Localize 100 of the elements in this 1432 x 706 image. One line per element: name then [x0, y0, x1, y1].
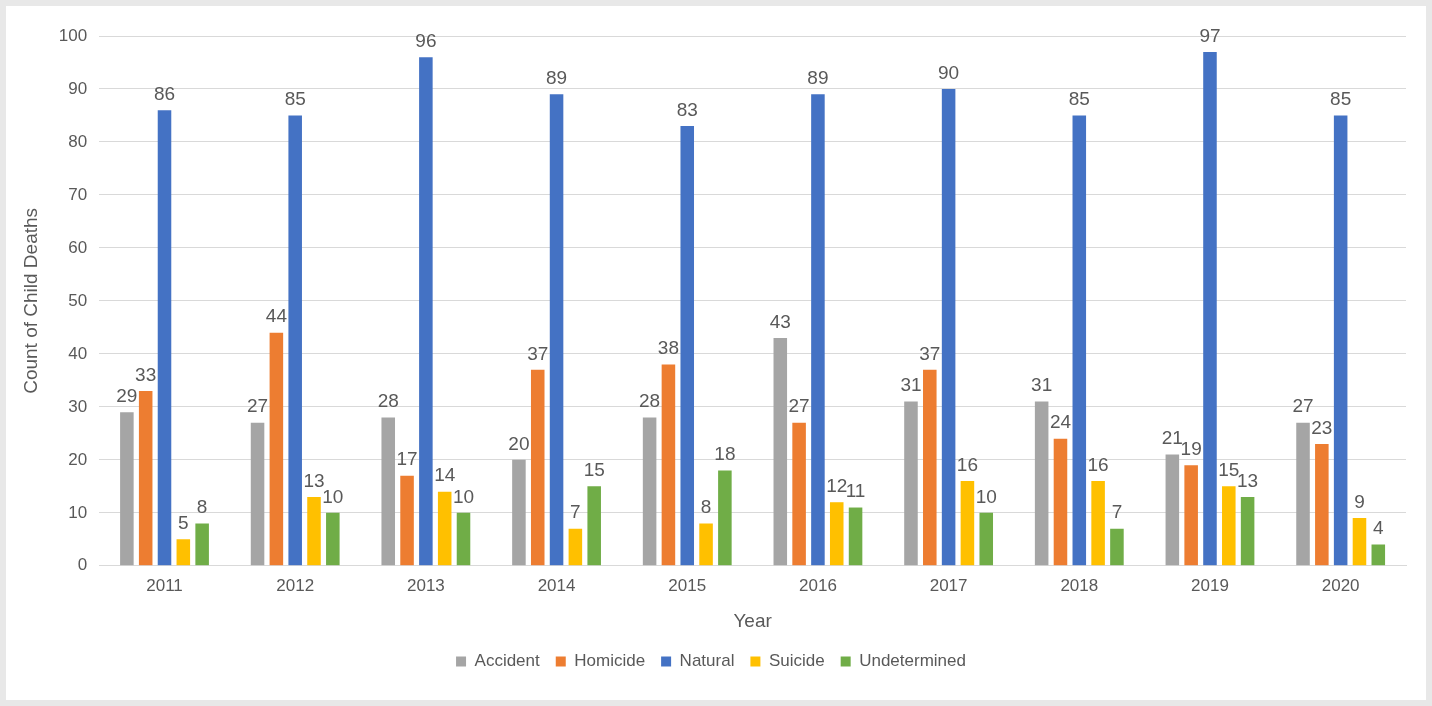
- bar: [811, 94, 825, 566]
- bar: [773, 337, 788, 566]
- data-label: 17: [396, 448, 418, 470]
- bar: [904, 401, 918, 566]
- bar: [419, 57, 433, 566]
- x-tick-label: 2012: [276, 575, 315, 595]
- y-tick-label: 0: [77, 555, 88, 575]
- bar: [941, 88, 956, 566]
- bar: [456, 512, 471, 566]
- bar: [549, 94, 564, 566]
- bar: [1034, 401, 1049, 566]
- data-label: 8: [700, 496, 712, 518]
- y-tick-label: 100: [58, 25, 88, 45]
- bar: [1315, 443, 1329, 566]
- bar: [642, 417, 657, 566]
- bar: [1222, 486, 1236, 566]
- data-label: 27: [788, 395, 810, 417]
- bar: [1203, 51, 1217, 566]
- x-tick-label: 2011: [146, 575, 183, 595]
- data-label: 31: [900, 374, 922, 396]
- y-tick-label: 40: [68, 343, 88, 363]
- bar: [288, 115, 302, 566]
- data-label: 4: [1373, 517, 1385, 539]
- bar: [400, 475, 414, 566]
- bar: [176, 539, 191, 566]
- bar: [568, 528, 583, 566]
- bar: [1165, 454, 1180, 566]
- data-label: 89: [807, 67, 829, 89]
- data-label: 33: [135, 363, 157, 385]
- data-label: 90: [938, 61, 960, 83]
- data-label: 15: [1218, 459, 1240, 481]
- bar: [437, 491, 452, 566]
- bar: [829, 502, 844, 566]
- bar: [1296, 422, 1310, 566]
- data-label: 24: [1049, 411, 1072, 433]
- bar: [792, 422, 806, 566]
- legend-label: Homicide: [574, 651, 646, 671]
- bar: [1091, 481, 1105, 566]
- bar: [960, 481, 975, 566]
- data-label: 37: [527, 342, 549, 364]
- bar: [195, 523, 209, 566]
- data-label: 9: [1354, 490, 1365, 512]
- y-tick-label: 50: [68, 290, 88, 310]
- y-axis-title: Count of Child Deaths: [19, 207, 41, 394]
- legend-label: Accident: [474, 651, 541, 671]
- bar: [1072, 115, 1087, 566]
- bar: [512, 459, 526, 566]
- bar: [661, 364, 676, 566]
- data-label: 16: [1087, 453, 1109, 475]
- data-label: 86: [153, 82, 176, 104]
- x-tick-label: 2020: [1321, 575, 1360, 595]
- data-label: 27: [1292, 395, 1314, 417]
- y-tick-label: 20: [68, 449, 88, 469]
- data-label: 8: [196, 496, 208, 518]
- y-tick-label: 70: [68, 184, 88, 204]
- bar: [699, 523, 713, 566]
- bar: [923, 369, 937, 566]
- data-label: 10: [975, 485, 997, 507]
- data-label: 83: [676, 98, 698, 120]
- data-label: 16: [956, 453, 978, 475]
- data-label: 85: [284, 88, 306, 110]
- data-label: 89: [545, 67, 568, 89]
- x-tick-label: 2013: [406, 575, 445, 595]
- bar: [1333, 115, 1348, 566]
- bar: [718, 470, 732, 566]
- bar: [120, 412, 134, 566]
- data-label: 10: [452, 485, 475, 507]
- data-label: 23: [1311, 416, 1333, 438]
- x-tick-label: 2016: [799, 575, 837, 595]
- data-label: 43: [769, 310, 791, 332]
- data-label: 12: [826, 474, 848, 496]
- y-tick-label: 80: [68, 131, 88, 151]
- bar: [157, 110, 172, 566]
- x-tick-label: 2019: [1191, 575, 1229, 595]
- x-tick-label: 2014: [537, 575, 576, 595]
- x-tick-label: 2018: [1060, 575, 1099, 595]
- data-label: 28: [377, 390, 399, 412]
- y-tick-label: 30: [68, 396, 88, 416]
- data-label: 5: [178, 512, 189, 534]
- legend-label: Natural: [679, 651, 735, 671]
- y-tick-label: 90: [68, 78, 88, 98]
- data-label: 7: [1111, 501, 1123, 523]
- y-tick-label: 10: [68, 502, 88, 522]
- data-label: 20: [508, 432, 530, 454]
- data-label: 28: [639, 390, 661, 412]
- data-label: 21: [1161, 427, 1183, 449]
- data-label: 29: [116, 384, 138, 406]
- data-label: 15: [583, 459, 605, 481]
- data-label: 85: [1068, 88, 1090, 110]
- bar: [1240, 496, 1255, 566]
- x-axis-title: Year: [733, 609, 773, 631]
- data-label: 96: [415, 29, 437, 51]
- data-label: 97: [1199, 24, 1221, 46]
- bar: [587, 486, 601, 566]
- bar: [381, 417, 396, 566]
- bar: [680, 126, 695, 566]
- bar: [1371, 544, 1386, 566]
- bar: [1184, 465, 1198, 566]
- data-label: 13: [303, 469, 325, 491]
- bar: [530, 369, 545, 566]
